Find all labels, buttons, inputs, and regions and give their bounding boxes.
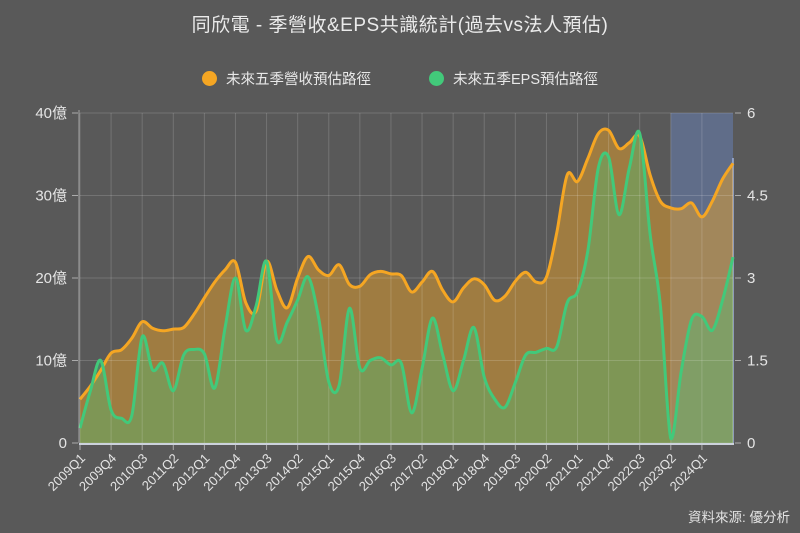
svg-text:4.5: 4.5 — [747, 188, 768, 205]
svg-text:3: 3 — [747, 270, 755, 287]
svg-text:20億: 20億 — [35, 270, 67, 287]
chart-title: 同欣電 - 季營收&EPS共識統計(過去vs法人預估) — [191, 15, 609, 36]
revenue-line — [78, 127, 735, 401]
legend-item-label: 未來五季營收預估路徑 — [225, 71, 371, 88]
legend-item-label: 未來五季EPS預估路徑 — [452, 71, 598, 88]
legend-item-revenue[interactable]: 未來五季營收預估路徑 — [201, 68, 371, 89]
legend-dot-icon — [428, 70, 444, 86]
forecast-region — [670, 113, 734, 443]
svg-text:0: 0 — [747, 435, 755, 452]
y-axis-left-labels: 0 10億 20億 30億 40億 — [35, 105, 67, 452]
axes — [78, 110, 734, 445]
svg-text:6: 6 — [747, 105, 755, 122]
x-axis-labels: 2009Q12009Q42010Q32011Q22012Q12012Q42013… — [45, 451, 710, 494]
svg-text:40億: 40億 — [35, 105, 67, 122]
svg-text:0: 0 — [59, 435, 67, 452]
eps-area — [80, 131, 733, 443]
legend-item-eps[interactable]: 未來五季EPS預估路徑 — [428, 68, 598, 89]
tick-marks — [72, 112, 741, 450]
svg-text:10億: 10億 — [35, 353, 67, 370]
svg-text:1.5: 1.5 — [747, 353, 768, 370]
svg-text:30億: 30億 — [35, 188, 67, 205]
y-axis-right-labels: 0 1.5 3 4.5 6 — [747, 105, 768, 452]
eps-line — [78, 129, 735, 441]
legend-dot-icon — [201, 70, 217, 86]
chart-legend: 未來五季營收預估路徑 未來五季EPS預估路徑 — [0, 66, 800, 90]
source-note: 資料來源: 優分析 — [687, 510, 790, 525]
grid-lines — [79, 112, 733, 444]
